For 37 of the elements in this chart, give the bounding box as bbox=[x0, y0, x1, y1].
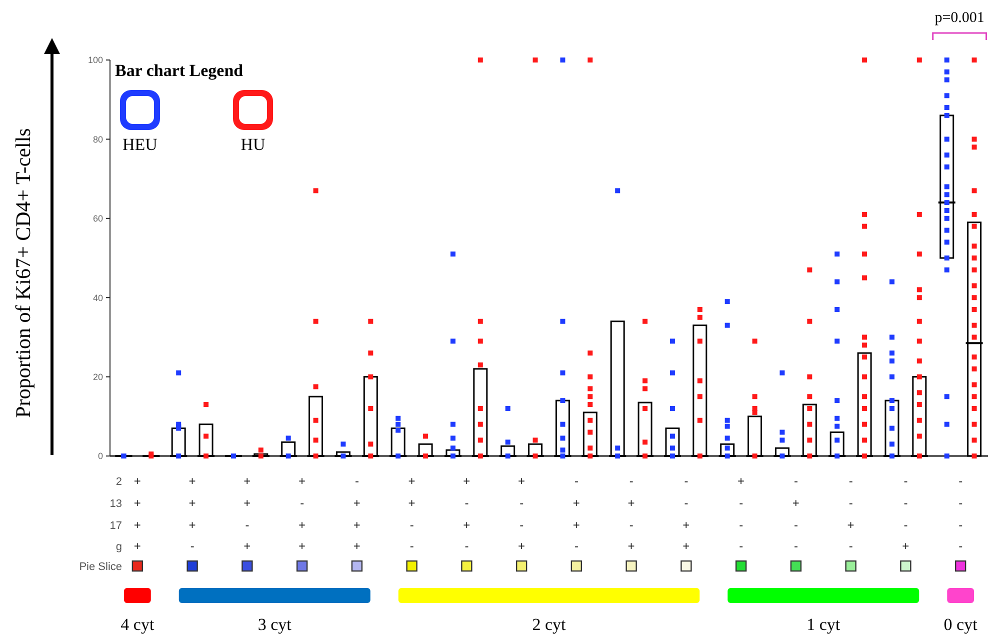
text: 13 bbox=[110, 498, 122, 510]
x-tick-label: ---+ bbox=[902, 474, 910, 554]
text: p=0.001 bbox=[934, 10, 984, 26]
x-tick-label: +++- bbox=[188, 474, 196, 554]
x-tick-label: ++-- bbox=[408, 474, 416, 554]
legend-title: Bar chart Legend bbox=[115, 61, 244, 80]
x-tick-label: +-++ bbox=[298, 474, 306, 554]
x-tick-label: +--- bbox=[738, 474, 745, 554]
x-tick-label: -+-+ bbox=[628, 474, 635, 554]
x-tick-label: -++- bbox=[572, 474, 580, 554]
y-tick-label: 60 bbox=[92, 214, 103, 224]
y-tick-label: 20 bbox=[92, 372, 103, 382]
x-tick-label: --++ bbox=[682, 474, 690, 554]
text: 2 cyt bbox=[532, 615, 566, 634]
x-tick-label: ---- bbox=[958, 474, 963, 554]
y-axis-title: Proportion of Ki67+ CD4+ T-cells bbox=[11, 128, 35, 418]
x-tick-label: ++-+ bbox=[244, 474, 251, 554]
text: 1 cyt bbox=[806, 615, 840, 634]
text: g bbox=[116, 540, 122, 553]
y-tick-label: 100 bbox=[88, 55, 103, 66]
text: 2 bbox=[116, 476, 122, 488]
y-tick-label: 0 bbox=[98, 451, 103, 462]
x-tick-label: +--+ bbox=[518, 474, 526, 554]
y-tick-label: 80 bbox=[92, 134, 103, 144]
text: 17 bbox=[110, 520, 122, 532]
text: Pie Slice bbox=[79, 560, 122, 573]
text: 0 cyt bbox=[944, 615, 978, 634]
legend-label: HU bbox=[240, 135, 266, 154]
y-tick-label: 40 bbox=[92, 292, 103, 303]
text: 4 cyt bbox=[120, 615, 154, 634]
x-tick-label: ++++ bbox=[134, 474, 141, 554]
x-tick-label: -+-- bbox=[792, 474, 800, 554]
x-tick-label: +-+- bbox=[463, 474, 470, 554]
text: 3 cyt bbox=[258, 615, 292, 634]
x-tick-label: -+++ bbox=[353, 474, 360, 554]
legend-label: HEU bbox=[122, 135, 158, 154]
x-tick-label: --+- bbox=[847, 474, 854, 554]
